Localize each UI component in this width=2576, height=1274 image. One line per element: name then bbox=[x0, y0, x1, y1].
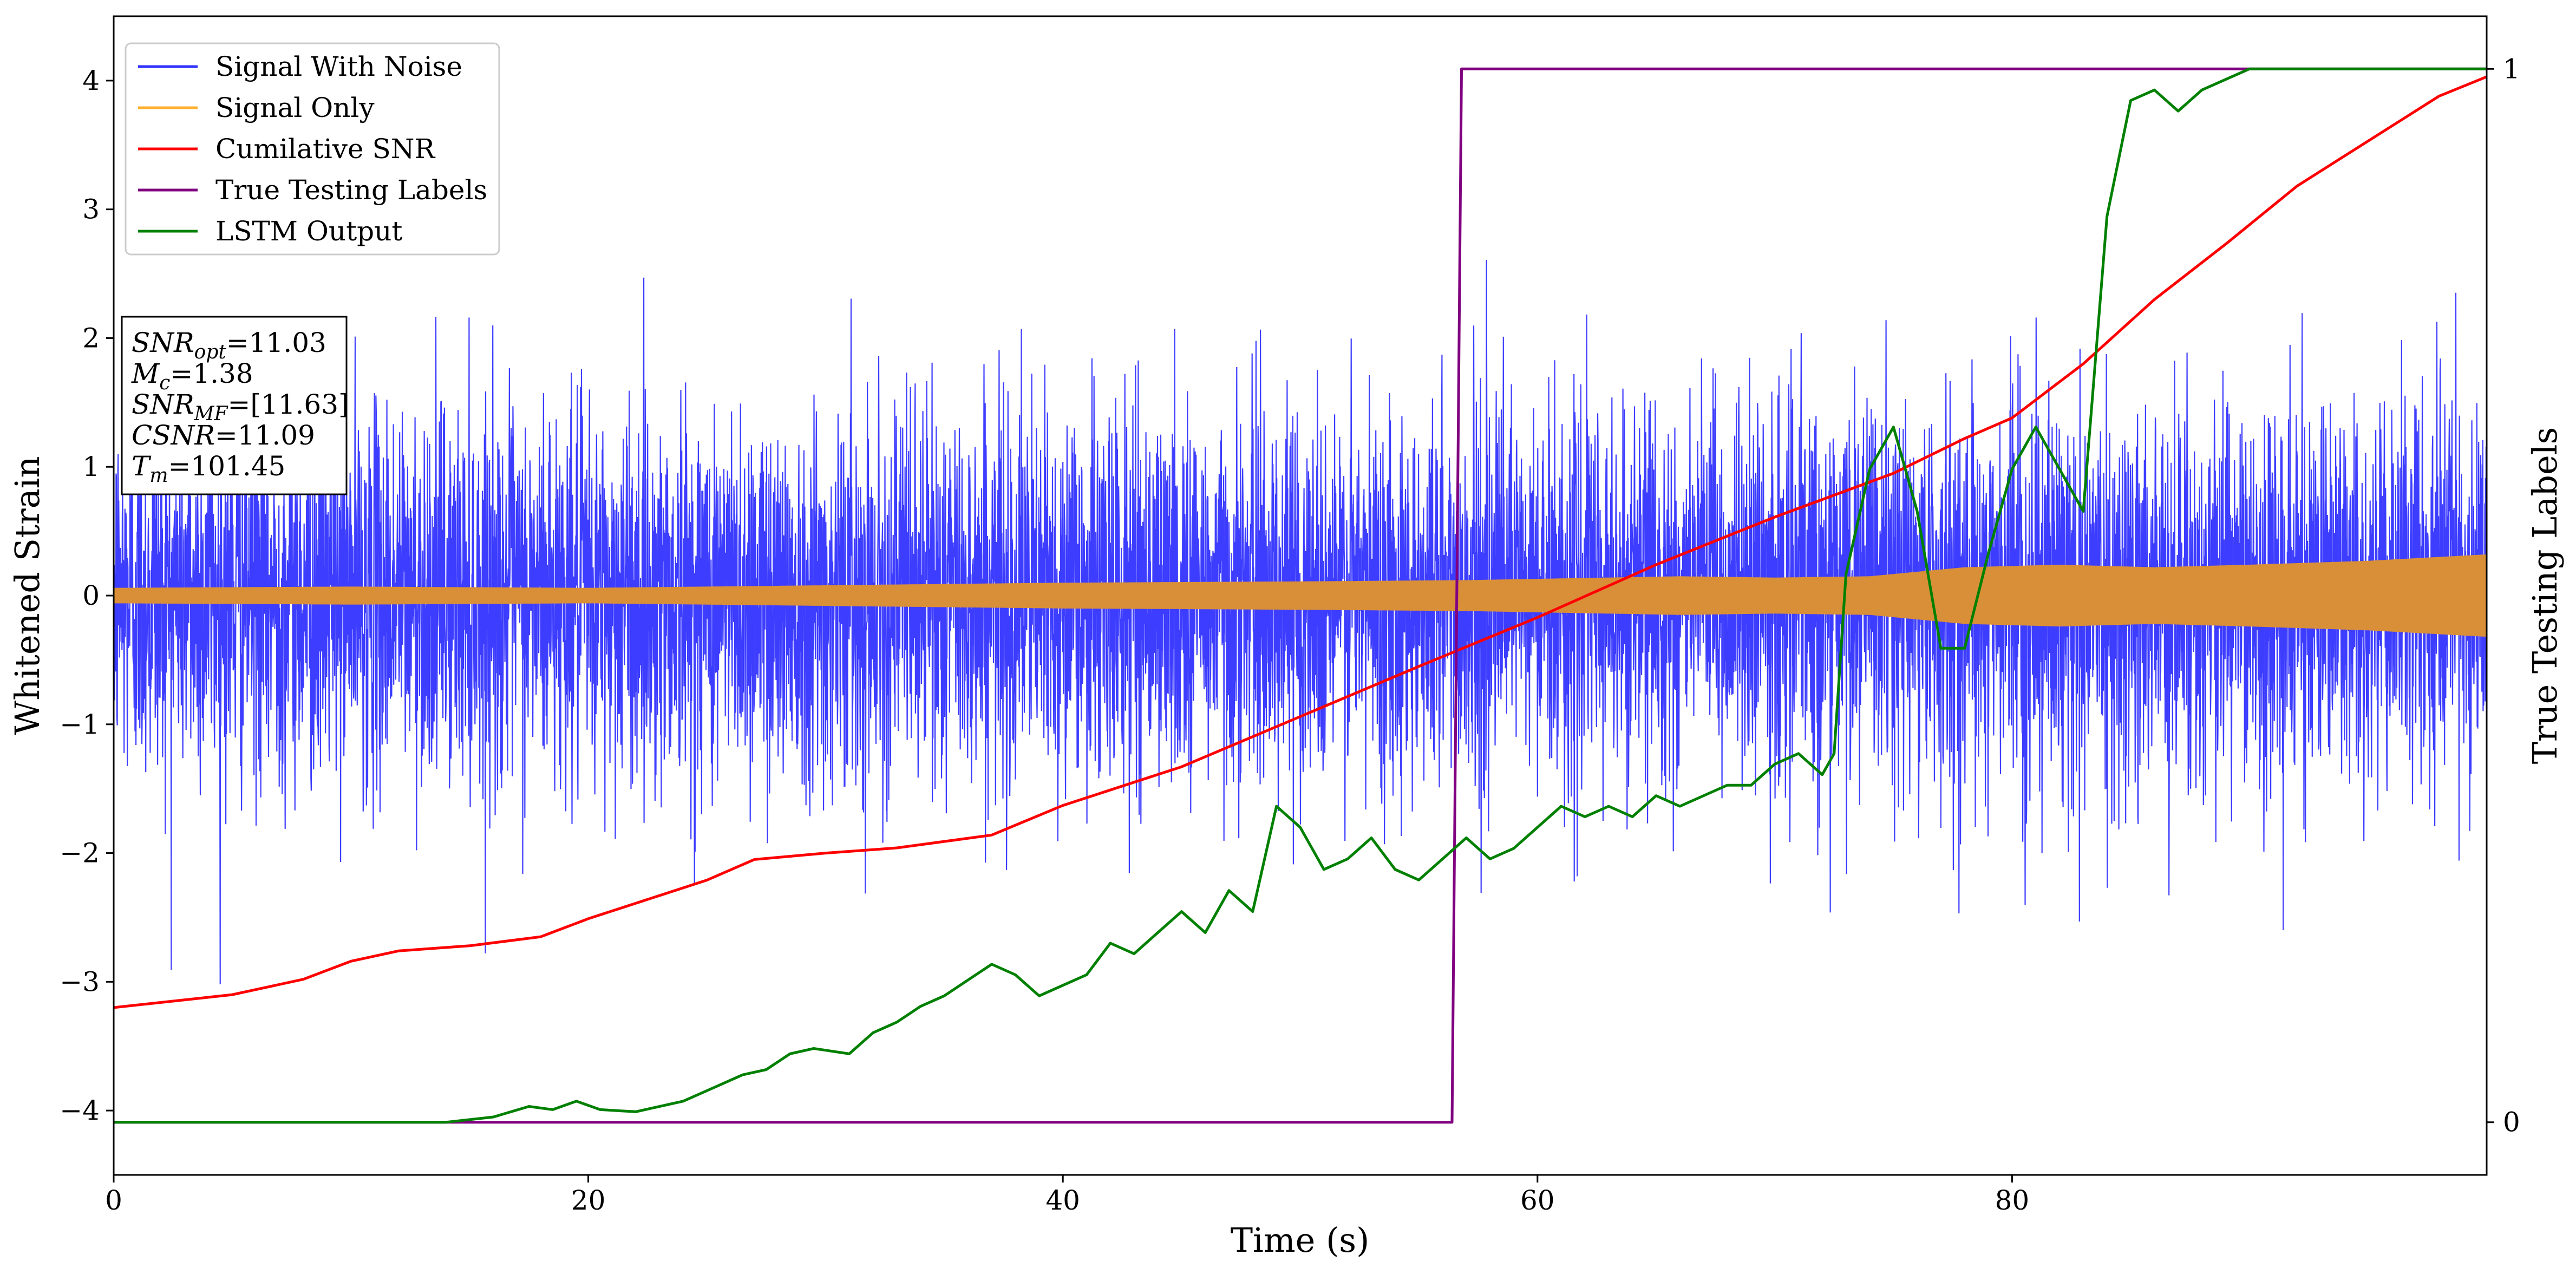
signal-only-path bbox=[114, 554, 2487, 637]
true-testing-labels-line bbox=[114, 67, 2487, 1124]
y-tick-label: −3 bbox=[60, 966, 100, 997]
signal-only-series bbox=[114, 554, 2487, 637]
x-tick-label: 20 bbox=[571, 1185, 606, 1216]
y-tick-label: 1 bbox=[82, 451, 100, 482]
x-axis-label: Time (s) bbox=[1231, 1220, 1370, 1260]
legend-label: LSTM Output bbox=[215, 215, 402, 247]
x-tick-label: 0 bbox=[105, 1185, 122, 1216]
y2-tick-label: 1 bbox=[2503, 53, 2520, 84]
annotation-box: SNRopt=11.03Mc=1.38SNRMF=[11.63]CSNR=11.… bbox=[121, 316, 349, 495]
annotation-line: Tm=101.45 bbox=[132, 450, 285, 487]
y-axis: −4 −3 −2 −1 0 1 2 3 4 bbox=[60, 65, 114, 1126]
y-tick-label: 4 bbox=[82, 65, 100, 96]
x-tick-label: 80 bbox=[1995, 1185, 2030, 1216]
legend: Signal With Noise Signal Only Cumilative S… bbox=[125, 42, 500, 256]
legend-box bbox=[125, 42, 500, 256]
annotation-line: SNRMF=[11.63] bbox=[132, 389, 349, 425]
annotation-frame bbox=[121, 316, 348, 495]
y2-axis-label: True Testing Labels bbox=[2525, 427, 2565, 765]
y-tick-label: −1 bbox=[60, 709, 100, 740]
legend-label: Signal Only bbox=[215, 92, 375, 123]
y-tick-label: 0 bbox=[82, 580, 100, 611]
noise-series bbox=[114, 259, 2487, 985]
noise-series-path bbox=[114, 259, 2487, 985]
lstm-output-line bbox=[114, 67, 2487, 1124]
x-axis: 0 20 40 60 80 bbox=[105, 1175, 2029, 1216]
y-tick-label: 3 bbox=[82, 194, 100, 225]
y2-tick-label: 0 bbox=[2503, 1107, 2520, 1138]
annotation-line: SNRopt=11.03 bbox=[132, 327, 326, 363]
y-axis-label: Whitened Strain bbox=[8, 456, 47, 735]
legend-label: True Testing Labels bbox=[215, 174, 487, 206]
y-tick-label: −2 bbox=[60, 838, 100, 869]
lines-layer bbox=[114, 67, 2487, 1124]
y-tick-label: −4 bbox=[60, 1095, 100, 1126]
annotation-line: Mc=1.38 bbox=[131, 358, 253, 394]
annotation-line: CSNR=11.09 bbox=[132, 420, 315, 451]
y-tick-label: 2 bbox=[82, 322, 100, 354]
x-tick-label: 40 bbox=[1045, 1185, 1080, 1216]
legend-label: Signal With Noise bbox=[215, 51, 462, 82]
y2-axis: 01 bbox=[2487, 53, 2520, 1138]
legend-label: Cumilative SNR bbox=[215, 133, 435, 165]
cumulative-snr-line bbox=[114, 75, 2487, 1009]
x-tick-label: 60 bbox=[1520, 1185, 1555, 1216]
